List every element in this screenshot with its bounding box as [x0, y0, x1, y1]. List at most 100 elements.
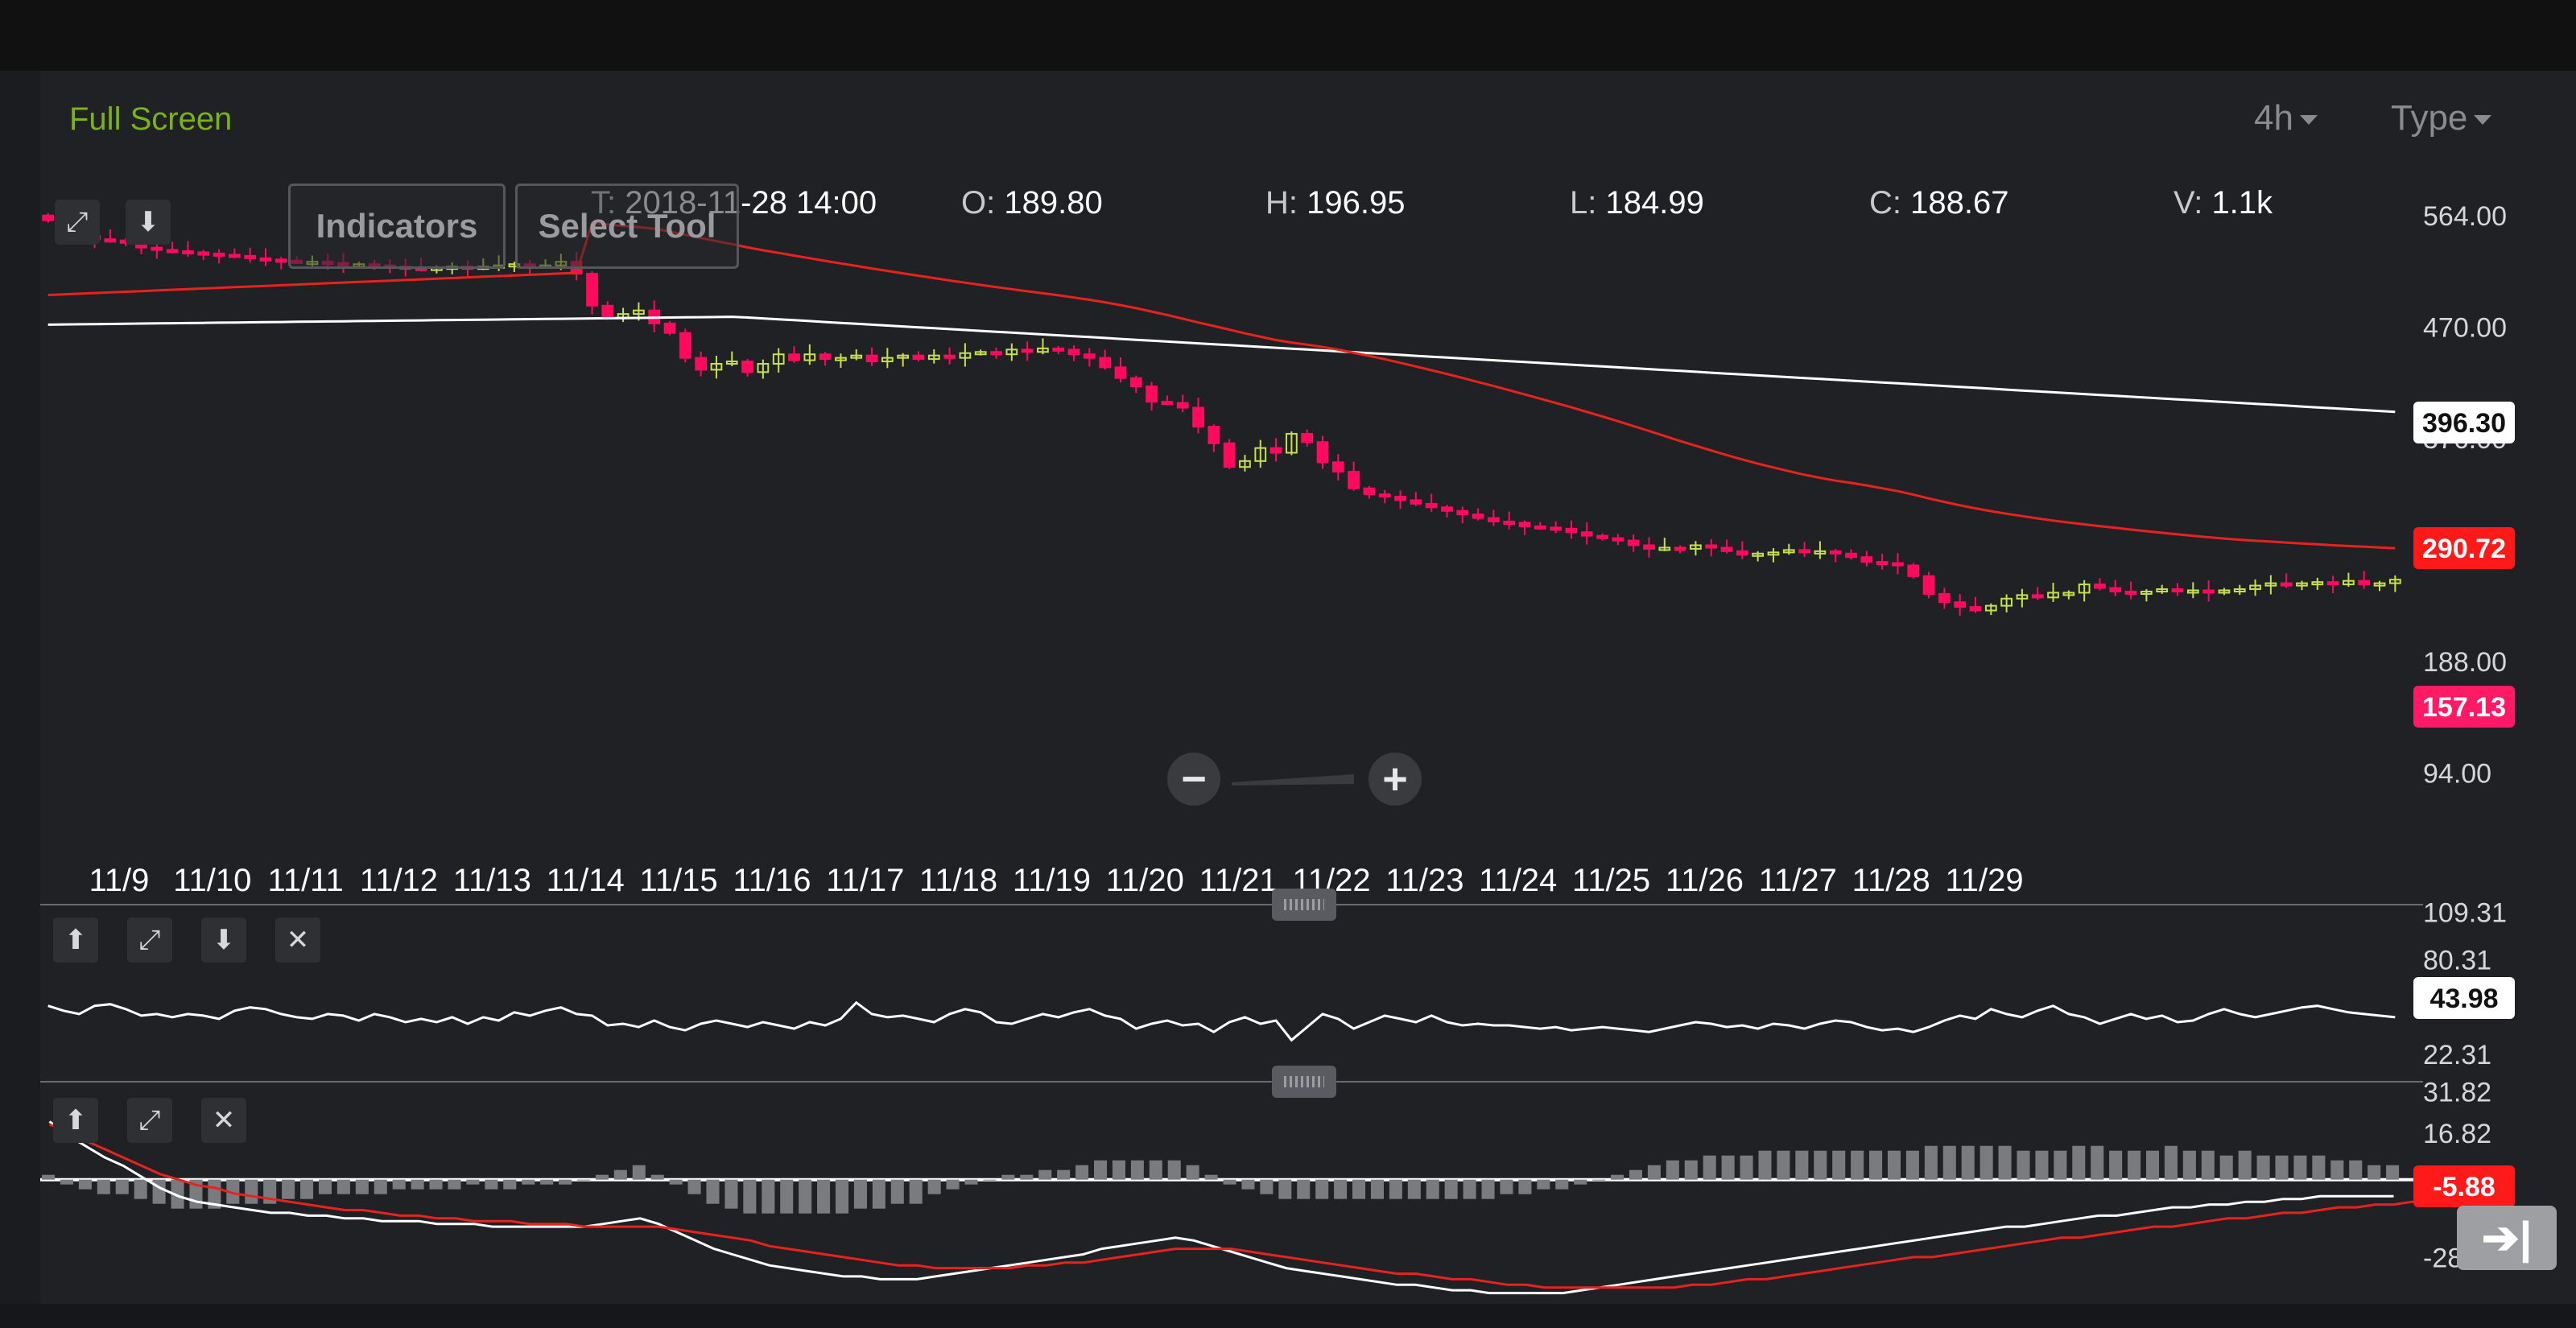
x-tick-label: 11/28 — [1852, 863, 1930, 898]
candle-body — [1596, 534, 1608, 539]
close-icon[interactable]: ✕ — [275, 918, 320, 963]
candle-body — [166, 249, 179, 254]
candle-body — [2031, 594, 2044, 599]
open-value: 189.80 — [1004, 185, 1103, 221]
candle — [1301, 429, 1314, 447]
candle-body — [1736, 550, 1748, 556]
minus-icon[interactable]: − — [1167, 753, 1220, 806]
macd-hist-bar — [1555, 1179, 1569, 1190]
expand-icon[interactable]: ⤢ — [127, 1098, 172, 1143]
candle-body — [1798, 549, 1810, 554]
candle-body — [1441, 506, 1453, 512]
candle — [1690, 541, 1702, 556]
macd-hist-bar — [1020, 1174, 1034, 1180]
macd-hist-bar — [2035, 1150, 2049, 1180]
macd-hist-bar — [1777, 1150, 1790, 1180]
macd-hist-bar — [1481, 1179, 1495, 1199]
candle — [1518, 520, 1531, 535]
macd-hist-bar — [927, 1179, 941, 1194]
candle-body — [1410, 499, 1422, 505]
candle-body — [2296, 582, 2308, 587]
macd-hist-bar — [909, 1179, 923, 1204]
price-tag-label: -5.88 — [2433, 1172, 2496, 1202]
candle — [1550, 521, 1563, 534]
macd-hist-bar — [576, 1179, 591, 1181]
panel-resize-handle[interactable] — [1272, 889, 1336, 921]
x-tick-label: 11/10 — [173, 863, 251, 898]
candle — [772, 348, 785, 373]
macd-hist-bar — [2275, 1155, 2289, 1180]
macd-hist-bar — [1721, 1155, 1735, 1180]
full-screen-button[interactable]: Full Screen — [69, 101, 233, 137]
price-tag: 157.13 — [2413, 686, 2515, 728]
close-icon[interactable]: ✕ — [201, 1098, 246, 1143]
macd-hist-bar — [392, 1179, 406, 1190]
candle — [741, 359, 753, 377]
candle — [1643, 537, 1655, 558]
open-key: O: — [961, 185, 996, 221]
interval-select[interactable]: 4h — [2254, 98, 2318, 138]
plus-icon[interactable]: + — [1368, 753, 1422, 806]
candle-body — [1083, 353, 1096, 359]
macd-hist-bar — [540, 1179, 554, 1185]
candle-body — [259, 257, 272, 262]
overlay-line-white — [47, 316, 2396, 414]
price-tag-bg — [2413, 1165, 2515, 1207]
close-key: C: — [1869, 185, 1901, 221]
candle-body — [1845, 552, 1857, 559]
candle — [974, 349, 987, 356]
macd-hist-bar — [1093, 1160, 1108, 1180]
macd-hist-bar — [485, 1179, 498, 1190]
download-icon[interactable]: ⬇ — [126, 200, 171, 245]
macd-hist-bar — [2182, 1150, 2196, 1180]
volume-key: V: — [2174, 185, 2203, 221]
x-tick-label: 11/19 — [1013, 863, 1091, 898]
macd-hist-bar — [1869, 1150, 1883, 1180]
expand-icon[interactable]: ⤢ — [127, 918, 172, 963]
y-tick-label: 109.31 — [2423, 898, 2507, 929]
candle — [1892, 553, 1904, 575]
chart-type-select[interactable]: Type — [2391, 98, 2492, 138]
expand-icon[interactable]: ⤢ — [55, 200, 100, 245]
macd-hist-bar — [1647, 1165, 1661, 1180]
macd-hist-bar — [872, 1179, 886, 1209]
candle — [1223, 439, 1236, 470]
macd-hist-bar — [1167, 1160, 1181, 1180]
candle-body — [2358, 579, 2371, 586]
macd-hist-bar — [318, 1179, 332, 1194]
candle-body — [881, 357, 894, 363]
candle — [2343, 572, 2355, 588]
price-tag-bg — [2413, 686, 2515, 728]
macd-hist-bar — [1887, 1150, 1901, 1180]
candle-body — [1146, 386, 1158, 403]
arrow-down-icon[interactable]: ⬇ — [201, 918, 246, 963]
indicators-button[interactable]: Indicators — [288, 184, 506, 269]
arrow-up-icon[interactable]: ⬆ — [53, 1098, 98, 1143]
candle — [228, 248, 241, 258]
candle — [1907, 563, 1920, 579]
candle-body — [912, 354, 925, 361]
zoom-slider[interactable] — [1232, 773, 1354, 786]
macd-hist-bar — [817, 1179, 831, 1214]
arrow-to-end-icon[interactable]: ➔| — [2457, 1206, 2557, 1270]
candle — [881, 348, 894, 369]
candle — [1037, 338, 1049, 355]
candle — [1845, 549, 1857, 560]
arrow-up-icon[interactable]: ⬆ — [53, 918, 98, 963]
top-bar — [0, 0, 2576, 71]
macd-hist-bar — [1684, 1160, 1698, 1180]
candle — [2047, 583, 2059, 602]
candle-body — [1488, 517, 1500, 522]
macd-hist-bar — [1942, 1145, 1956, 1180]
candle — [1876, 554, 1889, 570]
candle — [1052, 345, 1065, 354]
macd-hist-bar — [1260, 1179, 1274, 1194]
macd-hist-bar — [2293, 1155, 2307, 1180]
select-tool-button[interactable]: Select Tool — [515, 184, 739, 269]
candle — [1969, 596, 1982, 613]
candle-body — [1627, 539, 1640, 546]
panel-resize-handle[interactable] — [1272, 1066, 1336, 1098]
y-tick-label: 564.00 — [2423, 201, 2507, 232]
macd-hist-bar — [226, 1179, 240, 1204]
x-tick-label: 11/9 — [89, 863, 149, 898]
